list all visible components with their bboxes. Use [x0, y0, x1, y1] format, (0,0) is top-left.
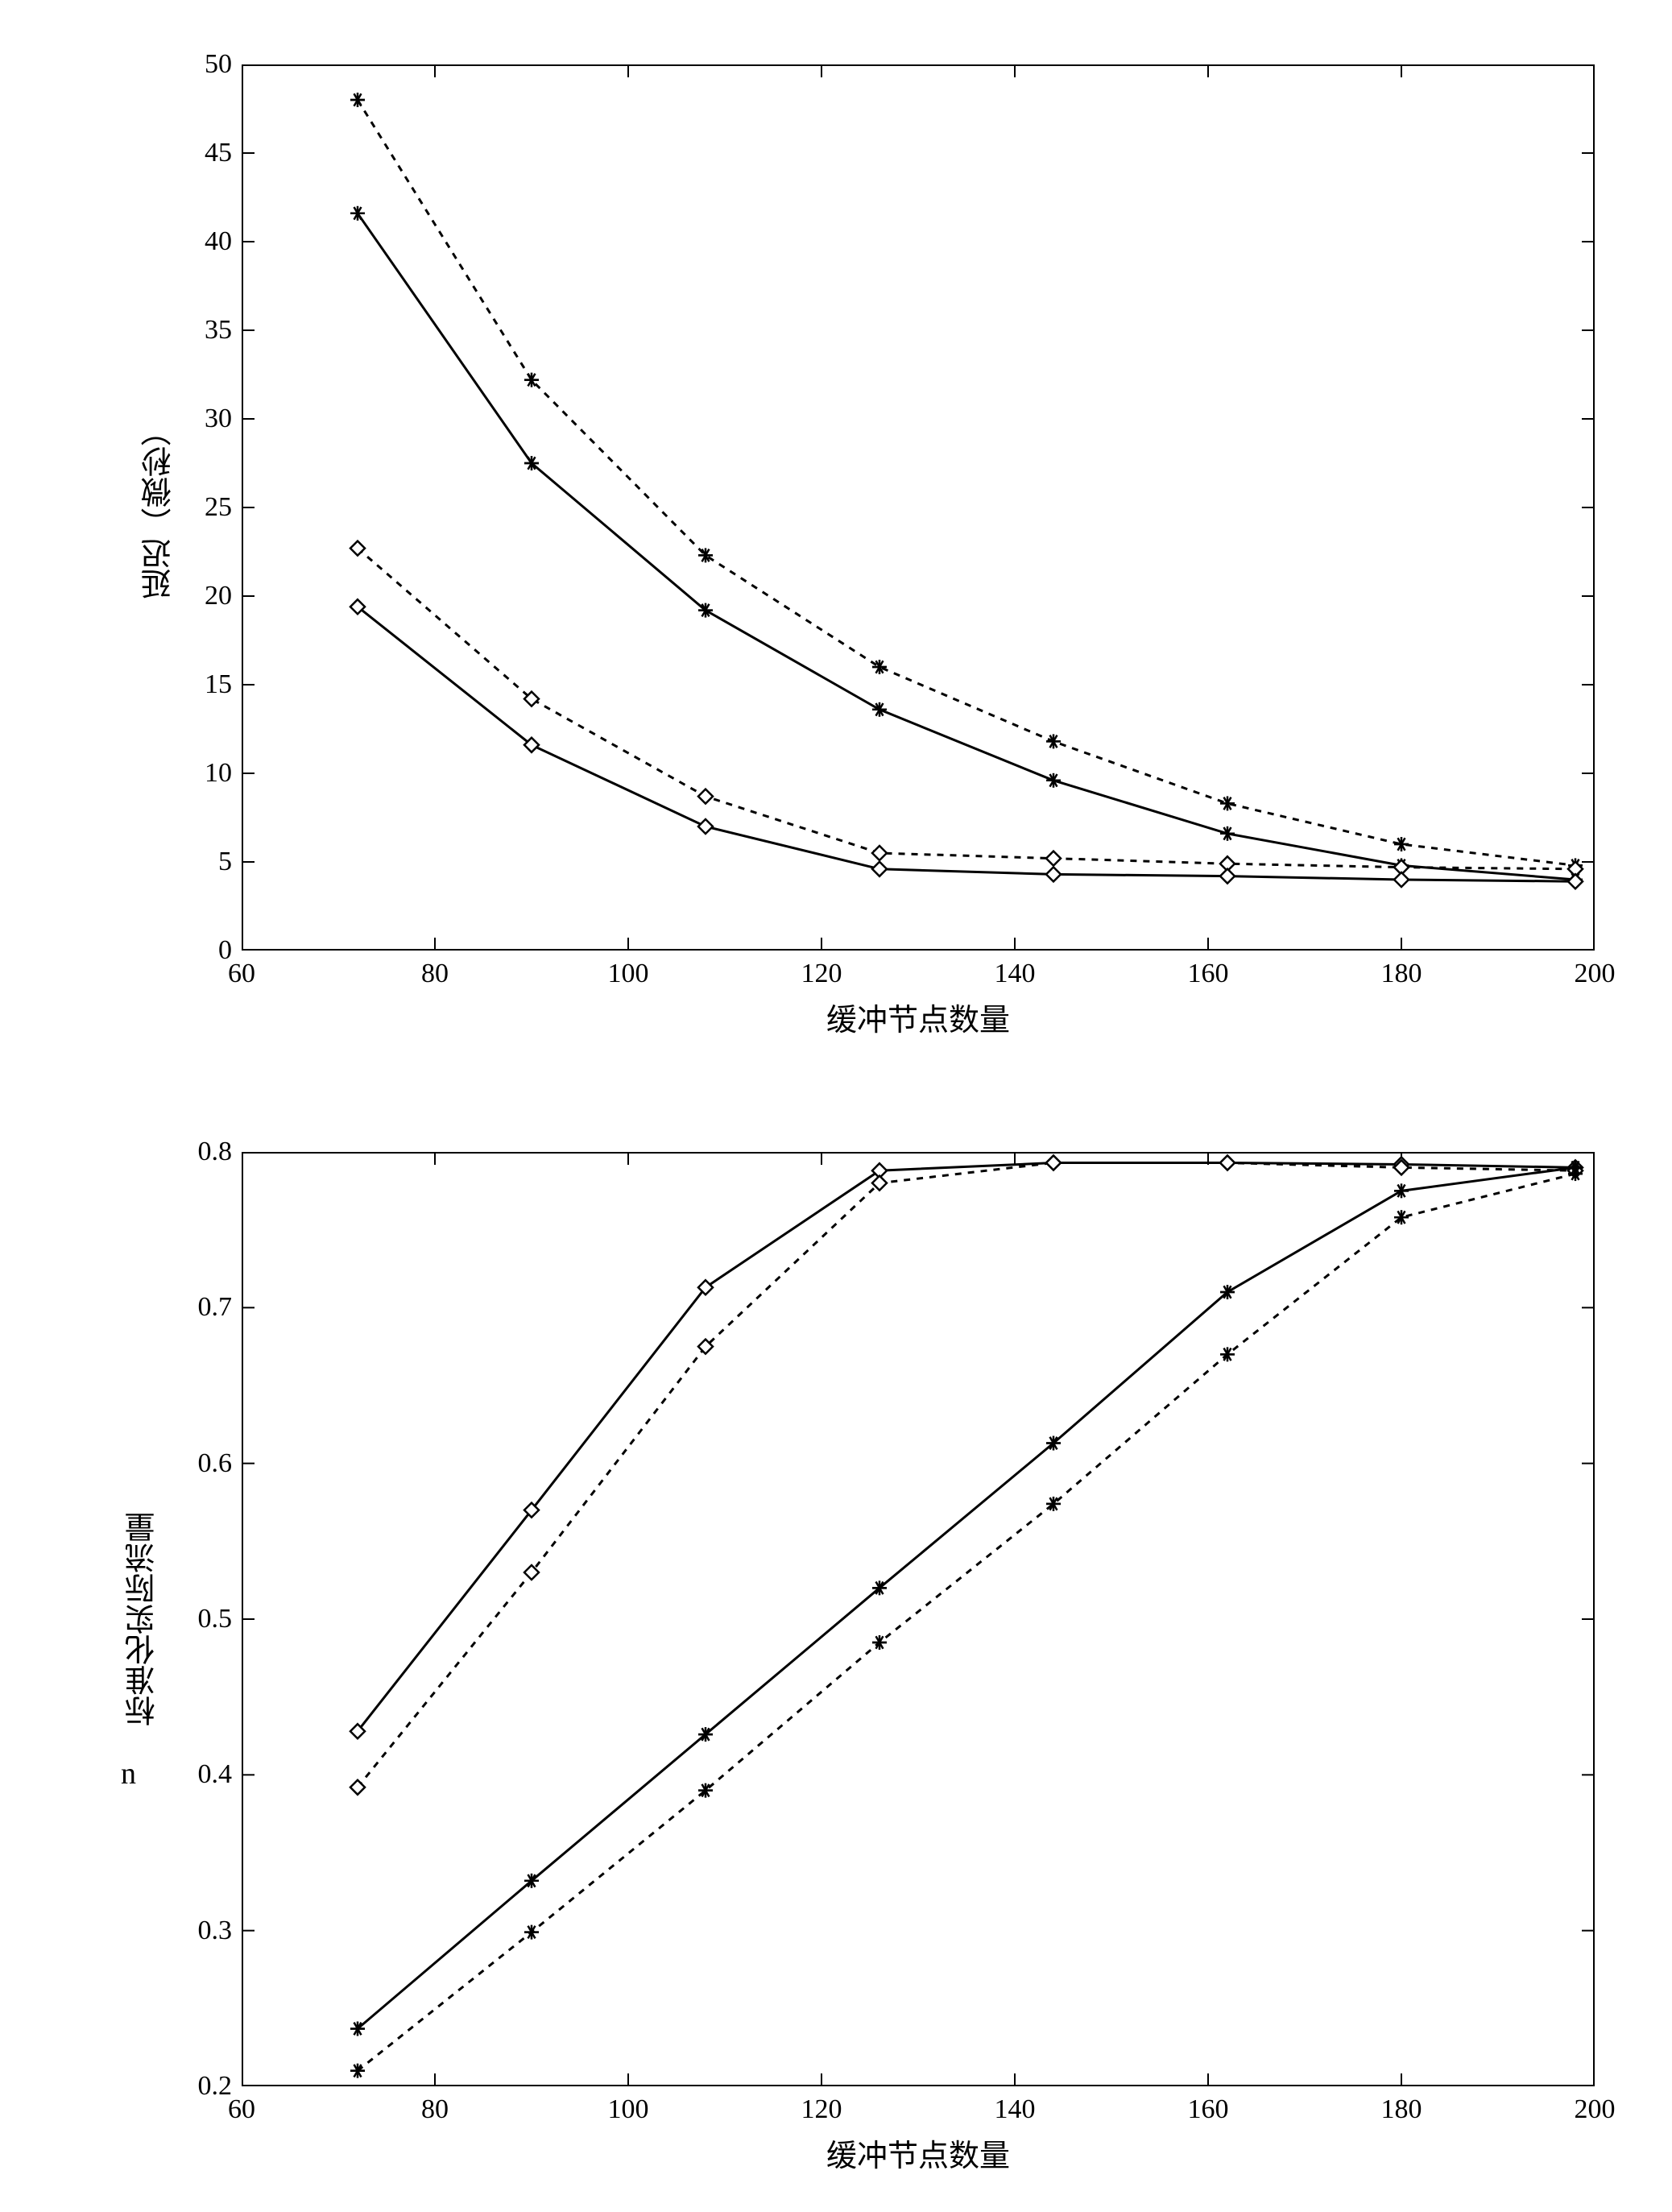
bottom-xlabel: 缓冲节点数量 [797, 2131, 1039, 2175]
bottom-chart [242, 1152, 1595, 2086]
ytick-label: 0 [218, 935, 232, 966]
xtick-label: 200 [1571, 959, 1619, 989]
ytick-label: 10 [205, 758, 232, 789]
page: { "layout": { "page_width": 2076, "page_… [0, 0, 1672, 2212]
xtick-label: 120 [797, 959, 846, 989]
xtick-label: 140 [991, 2094, 1039, 2125]
ytick-label: 0.3 [198, 1916, 233, 1946]
ytick-label: 15 [205, 669, 232, 700]
xtick-label: 140 [991, 959, 1039, 989]
xtick-label: 180 [1377, 2094, 1426, 2125]
xtick-label: 100 [604, 959, 652, 989]
xtick-label: 160 [1184, 959, 1232, 989]
ytick-label: 20 [205, 581, 232, 611]
ytick-label: 40 [205, 226, 232, 257]
xtick-label: 180 [1377, 959, 1426, 989]
bottom-ylabel-n: n [121, 1756, 136, 1792]
ytick-label: 35 [205, 315, 232, 346]
ytick-label: 0.5 [198, 1604, 233, 1634]
ytick-label: 0.2 [198, 2071, 233, 2102]
bottom-ylabel: 标准化实际流量 [121, 1490, 165, 1748]
ytick-label: 0.6 [198, 1448, 233, 1479]
xtick-label: 120 [797, 2094, 846, 2125]
ytick-label: 50 [205, 49, 232, 80]
xtick-label: 80 [411, 959, 459, 989]
ytick-label: 0.8 [198, 1137, 233, 1167]
xtick-label: 160 [1184, 2094, 1232, 2125]
ytick-label: 25 [205, 492, 232, 523]
top-ylabel: 延迟（微秒） [137, 395, 181, 620]
xtick-label: 100 [604, 2094, 652, 2125]
ytick-label: 30 [205, 404, 232, 434]
xtick-label: 80 [411, 2094, 459, 2125]
ytick-label: 0.7 [198, 1292, 233, 1323]
ytick-label: 45 [205, 138, 232, 168]
xtick-label: 200 [1571, 2094, 1619, 2125]
ytick-label: 0.4 [198, 1759, 233, 1790]
top-xlabel: 缓冲节点数量 [797, 995, 1039, 1039]
top-chart [242, 64, 1595, 951]
ytick-label: 5 [218, 847, 232, 877]
